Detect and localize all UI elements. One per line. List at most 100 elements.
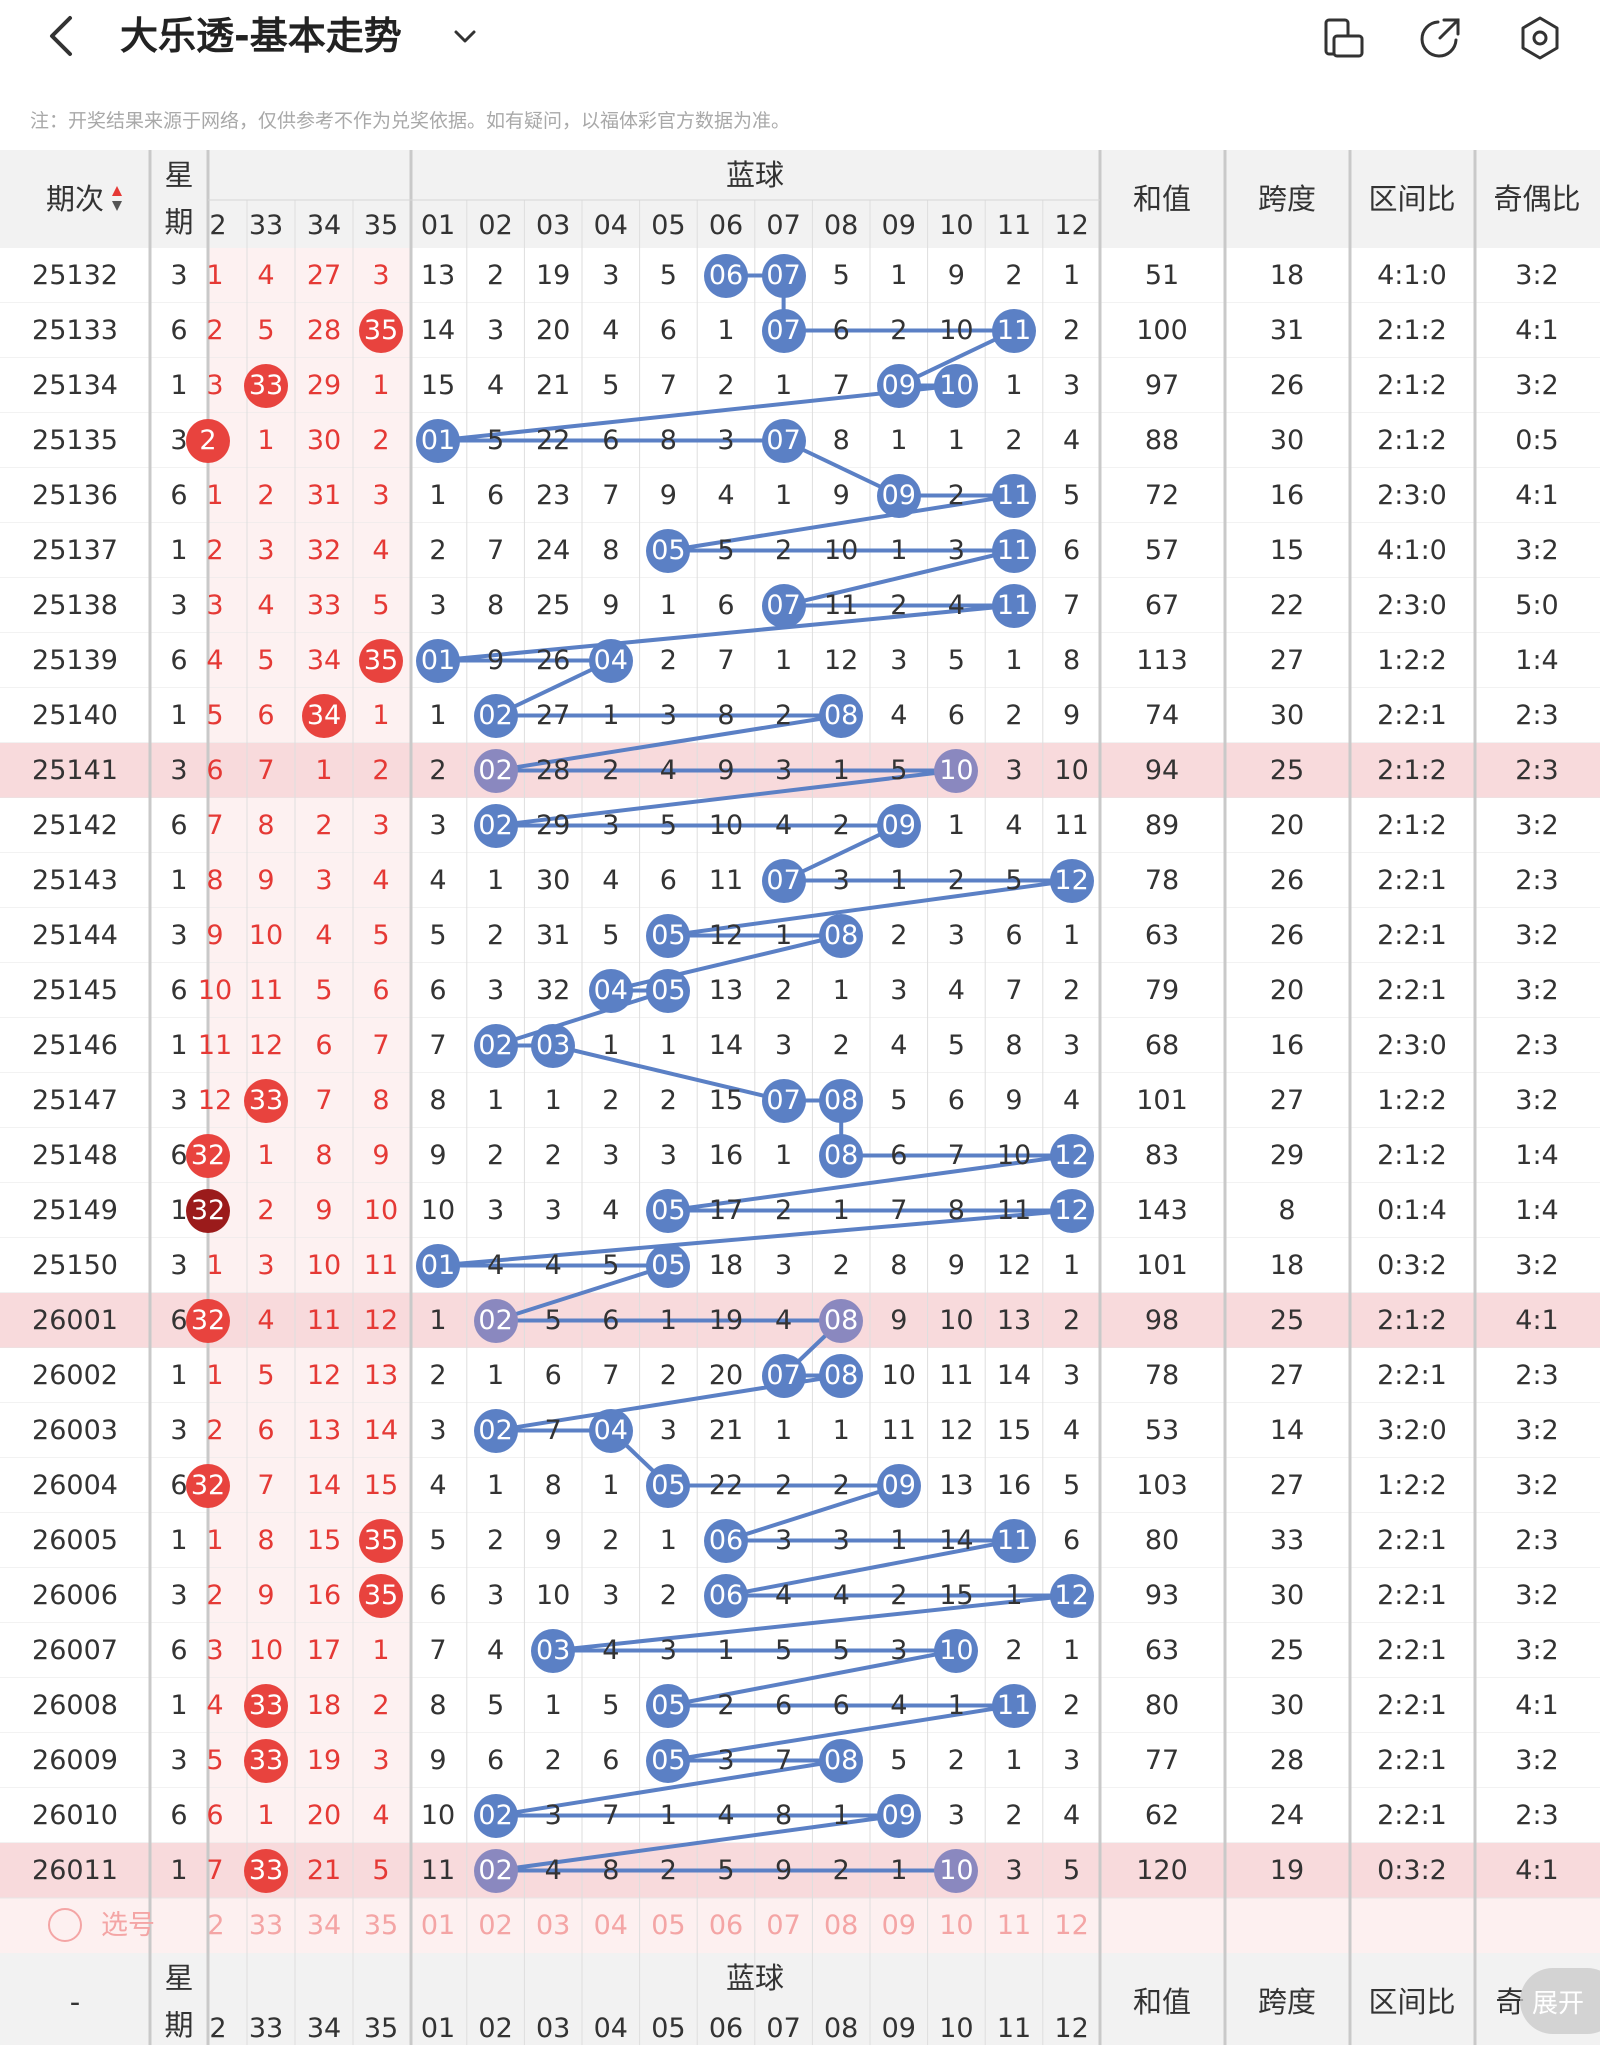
weekday-cell: 1: [170, 1690, 188, 1721]
blue-omission-cell: 1: [832, 755, 850, 786]
blue-omission-cell: 4: [602, 315, 620, 346]
page-title[interactable]: 大乐透-基本走势: [120, 14, 402, 58]
select-radio-icon[interactable]: [48, 1907, 82, 1942]
select-red-num[interactable]: 34: [306, 1910, 342, 1941]
blue-omission-cell: 8: [659, 425, 677, 456]
header-blue: 蓝球: [725, 157, 784, 192]
blue-omission-cell: 9: [775, 1855, 793, 1886]
top-bar: 大乐透-基本走势: [0, 0, 1600, 75]
red-omission-cell: 30: [306, 425, 342, 456]
red-omission-cell: 1: [206, 260, 224, 291]
red-zone-bg: [208, 248, 411, 303]
odd-even-cell: 3:2: [1515, 810, 1559, 841]
blue-omission-cell: 1: [659, 590, 677, 621]
red-omission-cell: 10: [248, 1635, 284, 1666]
blue-omission-cell: 5: [947, 645, 965, 676]
rotate-screen-icon[interactable]: [1320, 14, 1368, 62]
header-sum[interactable]: 和值: [1132, 1984, 1191, 2019]
span-cell: 33: [1269, 1525, 1305, 1556]
select-blue-num[interactable]: 01: [420, 1910, 456, 1941]
header-weekday-bottom: 期: [164, 2007, 194, 2042]
blue-omission-cell: 1: [659, 1030, 677, 1061]
blue-omission-cell: 6: [717, 590, 735, 621]
blue-omission-cell: 2: [487, 1525, 505, 1556]
select-red-num[interactable]: 35: [363, 1910, 399, 1941]
select-blue-num[interactable]: 06: [708, 1910, 744, 1941]
weekday-cell: 6: [170, 315, 188, 346]
header-zone-ratio[interactable]: 区间比: [1368, 181, 1456, 216]
blue-omission-cell: 14: [708, 1030, 744, 1061]
period-cell: 26004: [32, 1470, 118, 1501]
sum-cell: 88: [1144, 425, 1180, 456]
blue-trend-line: [437, 383, 957, 443]
select-blue-num[interactable]: 09: [881, 1910, 916, 1941]
weekday-cell: 3: [170, 1250, 188, 1281]
blue-omission-cell: 5: [1063, 1470, 1081, 1501]
blue-ball-hit: 01: [416, 638, 460, 683]
select-blue-num[interactable]: 12: [1054, 1910, 1089, 1941]
header-odd-even[interactable]: 奇偶比: [1493, 181, 1581, 216]
red-omission-cell: 8: [257, 1525, 275, 1556]
red-omission-cell: 28: [306, 315, 342, 346]
select-blue-num[interactable]: 03: [536, 1910, 571, 1941]
select-red-num[interactable]: 2: [207, 1910, 225, 1941]
blue-omission-cell: 7: [1063, 590, 1081, 621]
select-red-num[interactable]: 33: [248, 1910, 284, 1941]
header-span[interactable]: 跨度: [1257, 1984, 1316, 2019]
select-blue-num[interactable]: 08: [824, 1910, 859, 1941]
blue-omission-cell: 2: [429, 755, 447, 786]
zone-ratio-cell: 2:1:2: [1377, 315, 1447, 346]
blue-ball-hit: 12: [1049, 1188, 1094, 1233]
blue-omission-cell: 6: [832, 315, 850, 346]
red-omission-cell: 8: [257, 810, 275, 841]
select-blue-num[interactable]: 07: [766, 1910, 801, 1941]
sort-icon[interactable]: [111, 184, 123, 214]
back-chevron-icon[interactable]: [40, 10, 84, 62]
header-span[interactable]: 跨度: [1257, 181, 1316, 216]
red-omission-cell: 6: [257, 700, 275, 731]
odd-even-cell: 1:4: [1515, 645, 1559, 676]
blue-omission-cell: 9: [429, 1745, 447, 1776]
red-omission-cell: 7: [315, 1085, 333, 1116]
select-blue-num[interactable]: 11: [996, 1910, 1032, 1941]
chevron-down-icon[interactable]: [448, 22, 482, 52]
select-blue-num[interactable]: 10: [939, 1910, 974, 1941]
select-blue-num[interactable]: 05: [651, 1910, 686, 1941]
header-blue-col: 01: [420, 209, 456, 241]
select-blue-num[interactable]: 02: [478, 1910, 513, 1941]
red-zone-bg: [208, 1183, 411, 1238]
odd-even-cell: 5:0: [1515, 590, 1559, 621]
header-zone-ratio[interactable]: 区间比: [1368, 1984, 1456, 2019]
zone-ratio-cell: 2:3:0: [1377, 1030, 1447, 1061]
blue-omission-cell: 3: [1063, 1030, 1081, 1061]
span-cell: 28: [1269, 1745, 1305, 1776]
header-period[interactable]: 期次: [45, 181, 104, 216]
red-ball-hit: 34: [302, 693, 346, 738]
select-blue-num[interactable]: 04: [593, 1910, 628, 1941]
blue-omission-cell: 2: [775, 1470, 793, 1501]
blue-omission-cell: 6: [602, 1745, 620, 1776]
blue-ball-hit: 11: [992, 1683, 1036, 1728]
blue-omission-cell: 10: [996, 1140, 1032, 1171]
share-icon[interactable]: [1416, 14, 1464, 62]
header-sum[interactable]: 和值: [1132, 181, 1191, 216]
blue-omission-cell: 11: [881, 1415, 916, 1446]
select-label[interactable]: 选号: [101, 1910, 155, 1941]
settings-icon[interactable]: [1516, 14, 1564, 62]
blue-omission-cell: 1: [775, 920, 793, 951]
blue-omission-cell: 9: [659, 480, 677, 511]
red-zone-bg: [208, 1733, 411, 1788]
expand-button[interactable]: 展开: [1520, 1968, 1600, 2034]
period-cell: 26007: [32, 1635, 118, 1666]
blue-omission-cell: 5: [890, 1085, 908, 1116]
blue-omission-cell: 3: [1063, 370, 1081, 401]
odd-even-cell: 4:1: [1515, 315, 1559, 346]
blue-ball-hit: 02: [473, 693, 518, 738]
blue-ball-hit: 02: [473, 1298, 518, 1343]
blue-omission-cell: 25: [536, 590, 571, 621]
blue-omission-cell: 11: [996, 1195, 1032, 1226]
span-cell: 15: [1269, 535, 1305, 566]
blue-omission-cell: 2: [487, 1140, 505, 1171]
blue-trend-line: [668, 1153, 1072, 1213]
